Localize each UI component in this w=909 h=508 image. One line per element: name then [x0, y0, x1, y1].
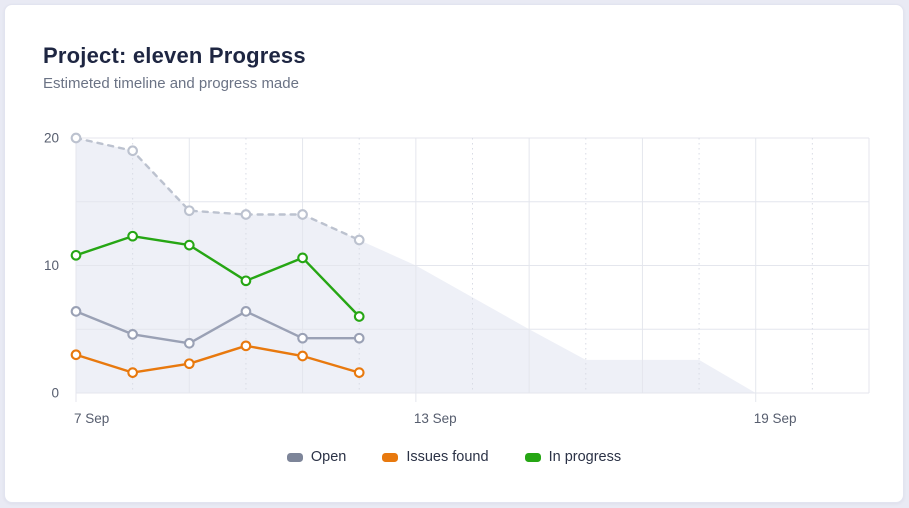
project-progress-card: Project: eleven Progress Estimeted timel… [4, 4, 904, 503]
series-open [70, 306, 365, 349]
series-line-estimated-remaining [74, 136, 361, 242]
data-point-open [297, 332, 308, 344]
legend-label-in-progress: In progress [548, 449, 622, 465]
data-point-estimated-remaining [183, 205, 195, 217]
data-point-estimated-remaining [127, 145, 138, 157]
data-point-open [183, 337, 195, 349]
page-title: Project: eleven Progress [43, 43, 306, 68]
data-point-in-progress [70, 249, 82, 261]
legend-label-open: Open [310, 449, 347, 465]
data-point-open [127, 329, 138, 340]
x-axis-label: 7 Sep [74, 411, 109, 426]
chart-header: Project: eleven Progress Estimeted timel… [43, 43, 306, 92]
legend-label-issues-found: Issues found [406, 449, 489, 465]
legend-swatch-issues-found [382, 452, 399, 462]
data-point-issues-found [297, 350, 308, 362]
data-point-estimated-remaining [353, 234, 365, 246]
data-point-in-progress [183, 239, 195, 251]
data-point-in-progress [297, 252, 308, 264]
data-point-estimated-remaining [297, 209, 308, 220]
gridlines [75, 137, 870, 402]
legend-swatch-open [286, 452, 303, 462]
data-point-issues-found [70, 349, 82, 361]
legend-item-in-progress[interactable]: In progress [524, 449, 622, 465]
progress-chart: 0 10 20 7 Sep 13 Sep 19 Sep [5, 119, 906, 435]
chart-legend: Open Issues found In progress [5, 449, 903, 465]
data-point-in-progress [127, 230, 138, 242]
y-axis-label: 20 [44, 131, 59, 146]
axis-labels: 0 10 20 7 Sep 13 Sep 19 Sep [44, 131, 797, 427]
series-in-progress [70, 230, 365, 322]
legend-item-open[interactable]: Open [286, 449, 347, 465]
legend-item-issues-found[interactable]: Issues found [382, 449, 489, 465]
data-point-open [70, 306, 82, 317]
y-axis-label: 10 [44, 258, 59, 273]
data-point-issues-found [240, 340, 252, 352]
series-line-open [74, 310, 361, 345]
data-point-issues-found [353, 367, 365, 378]
series-line-in-progress [74, 234, 361, 318]
data-point-estimated-remaining [70, 132, 82, 144]
data-point-issues-found [127, 367, 138, 378]
data-point-open [353, 332, 365, 344]
data-point-estimated-remaining [240, 209, 252, 220]
series-line-issues-found [74, 344, 361, 374]
chart-canvas: 0 10 20 7 Sep 13 Sep 19 Sep [44, 131, 870, 427]
x-axis-label: 19 Sep [754, 411, 797, 426]
data-point-open [240, 306, 252, 317]
series-issues-found [70, 340, 365, 378]
data-point-in-progress [240, 275, 252, 287]
data-point-issues-found [183, 358, 195, 370]
series-estimated-remaining [70, 132, 365, 246]
legend-swatch-in-progress [524, 452, 541, 462]
y-axis-label: 0 [51, 386, 59, 401]
page-subtitle: Estimeted timeline and progress made [43, 75, 299, 92]
data-point-in-progress [353, 311, 365, 322]
x-axis-label: 13 Sep [414, 411, 457, 426]
